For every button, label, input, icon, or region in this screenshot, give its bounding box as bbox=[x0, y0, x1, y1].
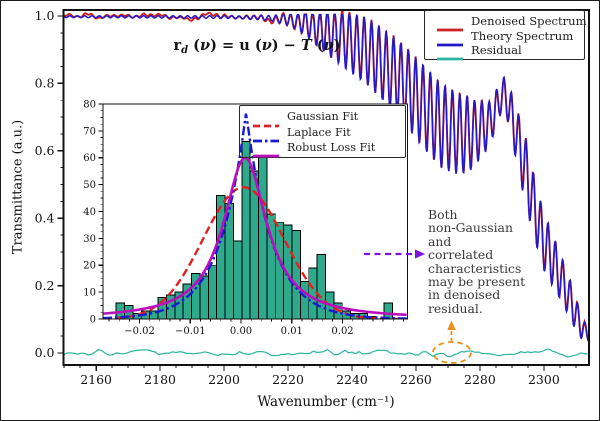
denoised-line-swatch bbox=[437, 18, 463, 32]
equation-token: ν bbox=[200, 37, 211, 54]
legend-label-denoised: Denoised Spectrum bbox=[471, 14, 587, 29]
spectrum-curves bbox=[63, 11, 589, 358]
equation-token: T bbox=[300, 37, 312, 54]
svg-text:0.00: 0.00 bbox=[230, 326, 252, 337]
equation-token: ) − bbox=[271, 37, 301, 54]
svg-text:30: 30 bbox=[83, 234, 96, 245]
equation-token: ν bbox=[323, 37, 334, 54]
laplace-fit-swatch bbox=[253, 129, 279, 143]
svg-text:0.02: 0.02 bbox=[331, 326, 353, 337]
legend-row-gaussian: Gaussian Fit bbox=[253, 109, 405, 128]
residual-arrow-head bbox=[447, 320, 456, 330]
equation-token: ( bbox=[188, 37, 201, 54]
legend-label-laplace: Laplace Fit bbox=[287, 125, 351, 139]
residual-curve bbox=[63, 348, 588, 358]
inset-legend: Gaussian Fit Laplace Fit Robust Loss Fit bbox=[239, 105, 406, 158]
main-plot-frame bbox=[62, 9, 590, 366]
residual-equation: rd (ν) = u (ν) − T (ν) bbox=[151, 37, 363, 56]
equation-token: ( bbox=[311, 37, 324, 54]
svg-text:0.4: 0.4 bbox=[35, 210, 55, 225]
theory-spectrum-curve bbox=[63, 13, 589, 342]
legend-row-theory: Theory Spectrum bbox=[437, 28, 584, 47]
equation-token: ν bbox=[261, 37, 272, 54]
svg-text:2160: 2160 bbox=[80, 372, 112, 387]
legend-label-theory: Theory Spectrum bbox=[471, 28, 574, 43]
svg-text:1.0: 1.0 bbox=[35, 8, 55, 23]
robust-fit-curve bbox=[103, 156, 407, 317]
robust-fit-swatch bbox=[253, 144, 279, 158]
svg-text:2180: 2180 bbox=[144, 372, 176, 387]
svg-text:0.01: 0.01 bbox=[281, 326, 303, 337]
svg-text:2260: 2260 bbox=[400, 372, 432, 387]
svg-text:10: 10 bbox=[83, 288, 96, 299]
inset-axes-tick-labels: −0.02 −0.01 0.00 0.01 0.02 0 10 20 30 40 50 60 70 80 bbox=[83, 99, 353, 337]
svg-text:−0.02: −0.02 bbox=[124, 326, 155, 337]
svg-text:0: 0 bbox=[90, 314, 96, 325]
legend-label-residual: Residual bbox=[471, 43, 522, 58]
histogram-bar bbox=[216, 194, 226, 319]
svg-text:80: 80 bbox=[83, 99, 96, 110]
histogram-bar bbox=[291, 229, 301, 319]
svg-text:0.0: 0.0 bbox=[35, 345, 55, 360]
residual-highlight-ellipse bbox=[432, 341, 472, 364]
svg-text:2240: 2240 bbox=[336, 372, 368, 387]
main-axes-tick-labels: 2160 2180 2200 2220 2240 2260 2280 2300 0.0 0.2 0.… bbox=[35, 8, 560, 387]
inset-plot-frame bbox=[102, 103, 409, 320]
svg-text:0.2: 0.2 bbox=[35, 278, 55, 293]
svg-text:0.6: 0.6 bbox=[35, 143, 55, 158]
svg-text:−0.01: −0.01 bbox=[175, 326, 206, 337]
svg-text:2220: 2220 bbox=[272, 372, 304, 387]
svg-text:60: 60 bbox=[83, 153, 96, 164]
svg-text:50: 50 bbox=[83, 180, 96, 191]
equation-token: ) bbox=[333, 37, 341, 54]
equation-token: ( bbox=[249, 37, 262, 54]
svg-text:2280: 2280 bbox=[464, 372, 496, 387]
histogram-bar bbox=[316, 254, 326, 319]
legend-label-robust: Robust Loss Fit bbox=[287, 140, 376, 154]
svg-text:70: 70 bbox=[83, 126, 96, 137]
svg-text:0.8: 0.8 bbox=[35, 76, 55, 91]
svg-text:20: 20 bbox=[83, 261, 96, 272]
pointer-arrow-head bbox=[415, 249, 425, 259]
equation-token: ) = bbox=[210, 37, 240, 54]
histogram-bar bbox=[258, 157, 268, 319]
equation-token: u bbox=[239, 37, 250, 54]
legend-row-laplace: Laplace Fit bbox=[253, 124, 405, 143]
equation-token: r bbox=[173, 37, 182, 54]
histogram-bar bbox=[232, 240, 243, 319]
legend-label-gaussian: Gaussian Fit bbox=[287, 110, 359, 124]
annotation-note: Both non-Gaussian and correlated charact… bbox=[428, 207, 526, 316]
svg-text:2300: 2300 bbox=[528, 372, 560, 387]
svg-text:40: 40 bbox=[83, 207, 96, 218]
gaussian-fit-swatch bbox=[253, 114, 279, 128]
histogram-bar bbox=[241, 141, 251, 319]
theory-line-swatch bbox=[437, 33, 463, 47]
legend-row-residual: Residual bbox=[437, 43, 584, 61]
histogram-bar bbox=[207, 264, 218, 319]
legend-row-denoised: Denoised Spectrum bbox=[437, 14, 587, 32]
y-axis-label: Transmittance (a.u.) bbox=[10, 119, 26, 255]
histogram-bar bbox=[383, 302, 393, 319]
residual-fit-curves bbox=[103, 113, 407, 319]
main-legend: Denoised Spectrum Theory Spectrum Residu… bbox=[424, 10, 587, 61]
x-axis-label: Wavenumber (cm⁻¹) bbox=[257, 394, 395, 410]
legend-row-robust: Robust Loss Fit bbox=[253, 140, 405, 158]
histogram-bar bbox=[299, 280, 310, 319]
equation-token: d bbox=[181, 45, 189, 56]
residual-line-swatch bbox=[437, 47, 463, 61]
svg-text:2200: 2200 bbox=[208, 372, 240, 387]
